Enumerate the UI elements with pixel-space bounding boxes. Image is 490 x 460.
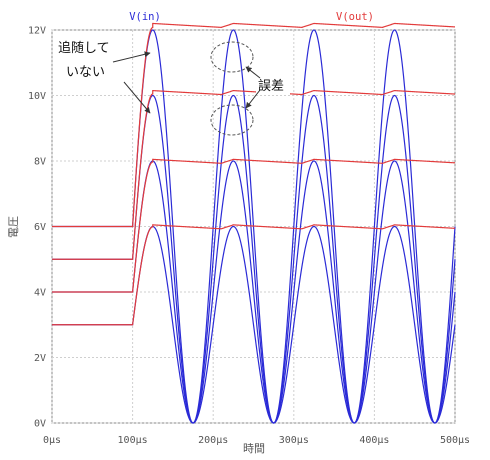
annotation-line-2: いない [66,65,105,80]
annotation-arrow-2 [123,81,151,114]
vin-series-3 [52,94,456,424]
vout-series-4 [52,22,456,228]
x-tick-label: 100µs [118,435,148,446]
annotation-error: 誤差 [210,41,290,136]
error-ellipse-bottom [210,104,254,136]
x-tick-label: 200µs [198,435,228,446]
vout-series-1 [52,224,456,326]
legend-vout: V(out) [336,11,374,23]
x-tick-label: 300µs [279,435,309,446]
x-tick-label: 400µs [359,435,389,446]
legend-vin: V(in) [129,11,161,23]
y-tick-label: 12V [28,26,46,37]
y-tick-label: 10V [28,91,46,102]
y-tick-label: 8V [34,157,46,168]
error-label: 誤差 [258,78,284,94]
y-tick-label: 4V [34,288,46,299]
x-axis-label: 時間 [243,442,265,455]
y-axis-label: 電圧 [7,216,20,238]
x-tick-label: 0µs [43,435,61,446]
y-tick-label: 0V [34,419,46,430]
error-arrow-1 [245,66,261,79]
tick-labels: 0µs 100µs 200µs 300µs 400µs 500µs 0V 2V 4V 6V 8V 10… [28,26,470,447]
vout-series-2 [52,158,456,293]
annotation-not-following: 追随して いない [55,33,151,114]
annotation-arrow-1 [112,51,151,63]
y-tick-label: 2V [34,353,46,364]
vin-series-2 [52,160,456,424]
x-tick-label: 500µs [440,435,470,446]
vin-series-1 [52,225,456,424]
annotation-line-1: 追随して [58,40,110,56]
vin-series-4 [52,29,456,424]
vout-series-3 [52,89,456,260]
error-ellipse-top [210,41,254,73]
series-layer [52,22,456,424]
error-arrow-2 [245,89,261,109]
y-tick-label: 6V [34,222,46,233]
